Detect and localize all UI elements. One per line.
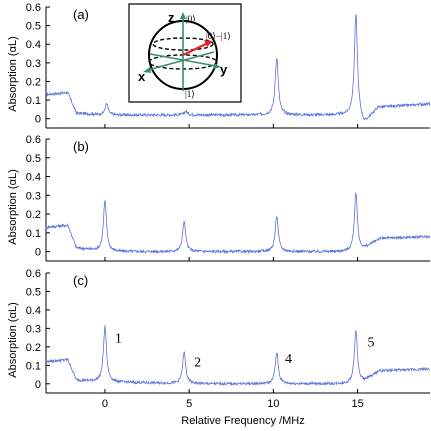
panel-label: (a) [73,7,89,22]
y-tick-label: 0.4 [26,172,41,184]
peak-point-2 [184,221,185,222]
panels: 0 0.1 0.2 0.3 0.4 0.5 0.6 (a) 0 0.1 0.2 0.3 0.4 0.5 0.… [26,2,431,410]
peak-point-3 [276,57,277,58]
peak-label-1: 1 [115,332,122,347]
state-vector [182,42,209,56]
panel-label: (b) [73,139,89,154]
y-tick-label: 0.2 [26,209,41,221]
peak-label-4: 4 [285,352,292,367]
peak-point-1 [106,103,107,104]
y-tick-label: 0 [35,247,41,259]
y-tick-label: 0.5 [26,21,41,33]
peak-point-2 [185,111,186,112]
peak-label-5: 5 [368,335,375,350]
y-axis-text: y [220,62,228,77]
y-tick-label: 0.5 [26,153,41,165]
y-tick-label: 0.5 [26,286,41,298]
y-tick-label: 0.3 [26,58,41,70]
peak-point-4 [355,14,356,15]
y-tick-label: 0.1 [26,360,41,372]
panel-b: 0 0.1 0.2 0.3 0.4 0.5 0.6 (b) [26,134,431,262]
y-tick-label: 0.6 [26,2,41,14]
y-tick-label: 0 [35,379,41,391]
state-label: |0⟩−|1⟩ [206,31,231,41]
series-line [45,325,431,387]
x-tick-label: 10 [267,398,279,410]
series-line [45,13,431,121]
y-axis-label-b: Absorption (αL) [7,169,19,244]
y-tick-label: 0 [35,114,41,126]
y-tick-label: 0.6 [26,134,41,146]
x-tick-label: 15 [351,398,363,410]
y-tick-label: 0.2 [26,342,41,354]
peak-point-1 [104,200,105,201]
peak-point-1 [104,326,105,327]
peak-point-4 [355,330,356,331]
peak-point-3 [276,215,277,216]
panel-c: 0 0.1 0.2 0.3 0.4 0.5 0.6 0 5 10 15 (c) 1 2 4 5 [26,268,431,410]
peak-point-3 [276,352,277,353]
y-tick-label: 0.3 [26,323,41,335]
y-axis-arrowhead [213,63,221,69]
y-tick-label: 0.2 [26,76,41,88]
x-axis-label: Relative Frequency /MHz [181,415,305,427]
z-axis-arrowhead [180,12,186,19]
peak-point-2 [184,352,185,353]
bloch-sphere-inset: z x y |0⟩ |1⟩ |0⟩−|1⟩ [128,3,242,103]
y-axis-label-c: Absorption (αL) [7,302,19,377]
y-tick-label: 0.4 [26,39,41,51]
y-tick-label: 0.1 [26,228,41,240]
x-axis-line [147,51,215,71]
y-axis-line [149,53,217,67]
x-axis-text: x [138,69,146,84]
panel-a: 0 0.1 0.2 0.3 0.4 0.5 0.6 (a) [26,2,431,129]
y-tick-label: 0.1 [26,95,41,107]
series-line [45,192,431,255]
x-tick-label: 5 [186,398,192,410]
z-axis-text: z [168,10,175,25]
y-tick-label: 0.3 [26,190,41,202]
y-tick-label: 0.4 [26,305,41,317]
peak-point-4 [355,193,356,194]
y-axis-label-a: Absorption (αL) [7,36,19,111]
ket-one-label: |1⟩ [185,89,195,99]
ket-zero-label: |0⟩ [186,14,196,24]
peak-label-2: 2 [194,356,201,371]
panel-label: (c) [73,273,88,288]
state-vector-arrowhead [204,40,213,47]
x-tick-label: 0 [102,398,108,410]
x-axis-arrowhead [143,67,151,73]
y-tick-label: 0.6 [26,268,41,280]
